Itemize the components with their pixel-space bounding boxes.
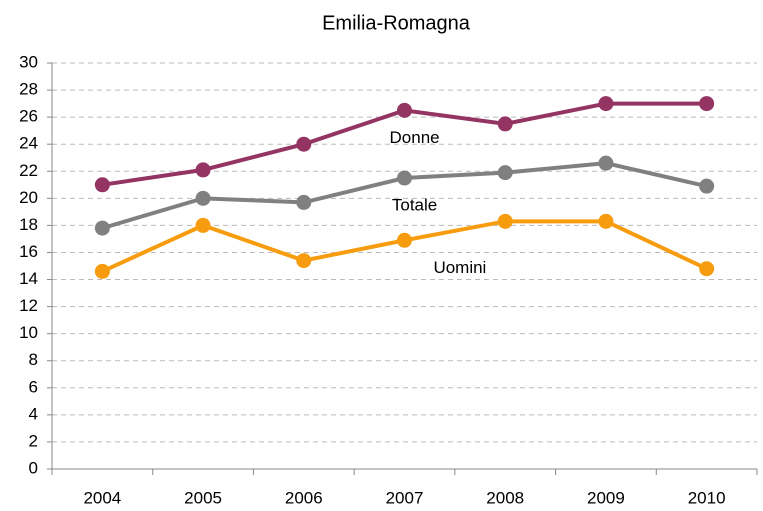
- point: [497, 213, 513, 229]
- x-tick-label: 2004: [83, 488, 121, 507]
- x-tick-label: 2009: [587, 488, 625, 507]
- y-tick-label: 24: [19, 134, 38, 153]
- series-label: Donne: [390, 128, 440, 147]
- point: [497, 116, 513, 132]
- point: [296, 136, 312, 152]
- y-tick-label: 16: [19, 242, 38, 261]
- x-tick-label: 2006: [285, 488, 323, 507]
- point: [94, 263, 110, 279]
- x-tick-label: 2007: [386, 488, 424, 507]
- point: [195, 190, 211, 206]
- y-tick-label: 18: [19, 215, 38, 234]
- y-tick-label: 0: [29, 458, 38, 477]
- y-tick-label: 6: [29, 377, 38, 396]
- y-tick-label: 4: [29, 404, 38, 423]
- point: [397, 232, 412, 248]
- y-tick-label: 30: [19, 52, 38, 71]
- point: [195, 162, 211, 178]
- point: [94, 220, 110, 236]
- y-tick-label: 22: [19, 161, 38, 180]
- x-tick-label: 2005: [184, 488, 222, 507]
- y-tick-label: 12: [19, 296, 38, 315]
- point: [699, 261, 715, 277]
- point: [296, 194, 312, 210]
- y-tick-label: 28: [19, 80, 38, 99]
- x-tick-label: 2008: [486, 488, 524, 507]
- x-tick-label: 2010: [688, 488, 726, 507]
- point: [598, 213, 614, 229]
- chart-title: Emilia-Romagna: [322, 12, 471, 34]
- point: [296, 253, 312, 269]
- y-tick-label: 8: [29, 350, 38, 369]
- point: [397, 102, 412, 118]
- point: [497, 165, 513, 181]
- point: [195, 217, 211, 233]
- y-tick-label: 14: [19, 269, 38, 288]
- point: [94, 177, 110, 193]
- series-label: Uomini: [433, 258, 486, 277]
- series-label: Totale: [392, 196, 437, 215]
- point: [699, 96, 715, 112]
- point: [598, 155, 614, 171]
- y-tick-label: 26: [19, 107, 38, 126]
- point: [598, 96, 614, 112]
- y-tick-label: 10: [19, 323, 38, 342]
- point: [397, 170, 412, 186]
- point: [699, 178, 715, 194]
- y-tick-label: 2: [29, 431, 38, 450]
- y-tick-label: 20: [19, 188, 38, 207]
